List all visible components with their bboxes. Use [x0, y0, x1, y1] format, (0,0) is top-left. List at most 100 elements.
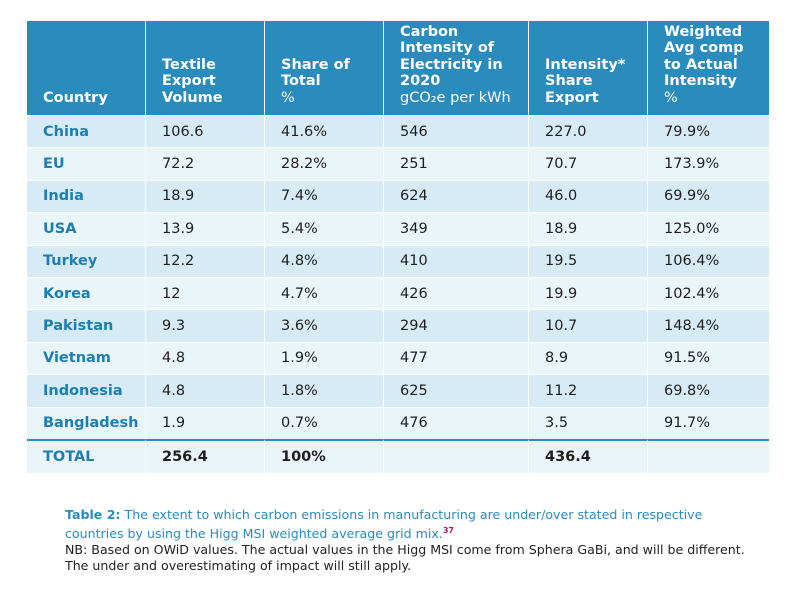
value-cell: 251	[384, 147, 529, 180]
value-cell: 4.7%	[265, 276, 384, 310]
value-cell: 349	[384, 212, 529, 245]
value-cell: 3.5	[529, 406, 648, 439]
value-cell: 624	[384, 179, 529, 213]
value-cell: 9.3	[146, 309, 265, 342]
value-cell: 625	[384, 374, 529, 407]
column-header: Weighted Avg comp to Actual Intensity%	[648, 21, 769, 115]
column-header: Carbon Intensity of Electricity in 2020 g…	[384, 21, 529, 115]
table-body: China 106.6 41.6% 546 227.0 79.9% EU 72.2 28.2% 2…	[27, 115, 769, 439]
value-cell: 476	[384, 406, 529, 439]
column-header-label: Weighted Avg comp to Actual Intensity	[664, 23, 744, 90]
value-cell: 1.9	[146, 406, 265, 439]
column-header-label: Country	[43, 89, 108, 106]
column-header: Country	[27, 21, 146, 115]
value-cell: 5.4%	[265, 212, 384, 245]
data-table-wrapper: Country Textile Export Volume Share of Tot…	[27, 21, 769, 473]
value-cell: 102.4%	[648, 276, 769, 310]
total-value-cell: 436.4	[529, 438, 648, 473]
value-cell: 12	[146, 276, 265, 310]
value-cell: 546	[384, 115, 529, 148]
value-cell: 106.4%	[648, 244, 769, 277]
table-row: Bangladesh 1.9 0.7% 476 3.5 91.7%	[27, 406, 769, 439]
column-header-label: Textile Export Volume	[162, 56, 223, 106]
value-cell: 173.9%	[648, 147, 769, 180]
value-cell: 41.6%	[265, 115, 384, 148]
value-cell: 410	[384, 244, 529, 277]
table-row: Indonesia 4.8 1.8% 625 11.2 69.8%	[27, 374, 769, 407]
total-value-cell	[384, 438, 529, 473]
value-cell: 148.4%	[648, 309, 769, 342]
total-value-cell	[648, 438, 769, 473]
value-cell: 91.7%	[648, 406, 769, 439]
column-header-unit: %	[281, 89, 295, 106]
value-cell: 19.9	[529, 276, 648, 310]
table-row: Turkey 12.2 4.8% 410 19.5 106.4%	[27, 244, 769, 277]
total-label-cell: TOTAL	[27, 438, 146, 473]
value-cell: 10.7	[529, 309, 648, 342]
country-cell: Korea	[27, 276, 146, 310]
column-header: Intensity* Share Export	[529, 21, 648, 115]
country-cell: China	[27, 115, 146, 148]
value-cell: 477	[384, 341, 529, 375]
country-cell: EU	[27, 147, 146, 180]
value-cell: 8.9	[529, 341, 648, 375]
value-cell: 69.8%	[648, 374, 769, 407]
value-cell: 4.8	[146, 341, 265, 375]
caption-lead: Table 2:	[65, 507, 121, 522]
column-header: Textile Export Volume	[146, 21, 265, 115]
table-row: Pakistan 9.3 3.6% 294 10.7 148.4%	[27, 309, 769, 342]
value-cell: 18.9	[529, 212, 648, 245]
table-row: China 106.6 41.6% 546 227.0 79.9%	[27, 115, 769, 148]
country-cell: Indonesia	[27, 374, 146, 407]
value-cell: 227.0	[529, 115, 648, 148]
value-cell: 91.5%	[648, 341, 769, 375]
country-cell: India	[27, 179, 146, 213]
value-cell: 106.6	[146, 115, 265, 148]
table-row: USA 13.9 5.4% 349 18.9 125.0%	[27, 212, 769, 245]
value-cell: 1.9%	[265, 341, 384, 375]
value-cell: 1.8%	[265, 374, 384, 407]
caption-note: NB: Based on OWiD values. The actual val…	[65, 542, 745, 574]
table-row: Korea 12 4.7% 426 19.9 102.4%	[27, 276, 769, 310]
country-cell: USA	[27, 212, 146, 245]
column-header-unit: %	[664, 89, 678, 106]
column-header-label: Carbon Intensity of Electricity in 2020	[400, 23, 503, 90]
table-row: Vietnam 4.8 1.9% 477 8.9 91.5%	[27, 341, 769, 375]
column-header: Share of Total%	[265, 21, 384, 115]
value-cell: 46.0	[529, 179, 648, 213]
value-cell: 18.9	[146, 179, 265, 213]
value-cell: 70.7	[529, 147, 648, 180]
value-cell: 4.8%	[265, 244, 384, 277]
caption-text: The extent to which carbon emissions in …	[65, 507, 703, 542]
total-value-cell: 100%	[265, 438, 384, 473]
column-header-label: Intensity* Share Export	[545, 56, 626, 106]
value-cell: 426	[384, 276, 529, 310]
country-cell: Bangladesh	[27, 406, 146, 439]
value-cell: 79.9%	[648, 115, 769, 148]
carbon-intensity-table: Country Textile Export Volume Share of Tot…	[27, 21, 769, 473]
value-cell: 69.9%	[648, 179, 769, 213]
value-cell: 19.5	[529, 244, 648, 277]
value-cell: 28.2%	[265, 147, 384, 180]
value-cell: 294	[384, 309, 529, 342]
table-header-row: Country Textile Export Volume Share of Tot…	[27, 21, 769, 115]
table-total-row: TOTAL 256.4 100% 436.4	[27, 438, 769, 473]
value-cell: 4.8	[146, 374, 265, 407]
table-row: India 18.9 7.4% 624 46.0 69.9%	[27, 179, 769, 213]
footnote-reference: 37	[442, 526, 454, 535]
value-cell: 7.4%	[265, 179, 384, 213]
value-cell: 125.0%	[648, 212, 769, 245]
value-cell: 0.7%	[265, 406, 384, 439]
country-cell: Vietnam	[27, 341, 146, 375]
value-cell: 12.2	[146, 244, 265, 277]
column-header-unit: gCO₂e per kWh	[400, 89, 511, 106]
value-cell: 11.2	[529, 374, 648, 407]
column-header-label: Share of Total	[281, 56, 350, 90]
table-caption: Table 2: The extent to which carbon emis…	[65, 507, 755, 574]
total-value-cell: 256.4	[146, 438, 265, 473]
country-cell: Pakistan	[27, 309, 146, 342]
value-cell: 72.2	[146, 147, 265, 180]
value-cell: 13.9	[146, 212, 265, 245]
value-cell: 3.6%	[265, 309, 384, 342]
table-row: EU 72.2 28.2% 251 70.7 173.9%	[27, 147, 769, 180]
